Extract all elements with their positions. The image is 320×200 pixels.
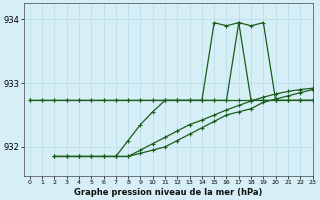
- X-axis label: Graphe pression niveau de la mer (hPa): Graphe pression niveau de la mer (hPa): [74, 188, 262, 197]
